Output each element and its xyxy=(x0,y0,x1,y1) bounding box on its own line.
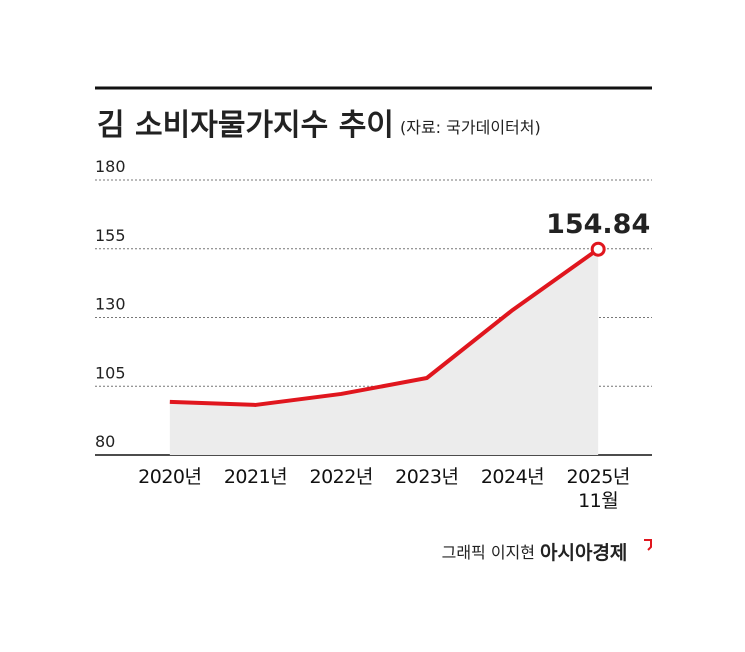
chart-subtitle: (자료: 국가데이터처) xyxy=(400,118,541,137)
x-tick-label: 2024년 xyxy=(480,466,545,488)
y-tick-label: 130 xyxy=(95,295,126,314)
y-tick-label: 180 xyxy=(95,157,126,176)
x-tick-label: 2023년 xyxy=(395,466,459,488)
x-tick-label: 2022년 xyxy=(309,466,373,488)
value-label: 154.84 xyxy=(546,209,650,240)
x-tick-label: 2020년 xyxy=(138,466,202,488)
credit: 그래픽 이지현 xyxy=(442,543,535,562)
x-tick-label: 2021년 xyxy=(223,466,288,488)
y-tick-label: 80 xyxy=(95,432,115,451)
end-point xyxy=(590,241,606,257)
y-tick-label: 155 xyxy=(95,226,126,245)
x-tick-label: 2025년 11월 xyxy=(566,466,630,512)
y-tick-label: 105 xyxy=(95,363,126,382)
chart-title: 김 소비자물가지수 추이 xyxy=(97,108,394,143)
line xyxy=(169,247,600,407)
logo-mark xyxy=(644,539,652,551)
publisher: 아시아경제 xyxy=(540,542,627,564)
area xyxy=(169,249,599,455)
